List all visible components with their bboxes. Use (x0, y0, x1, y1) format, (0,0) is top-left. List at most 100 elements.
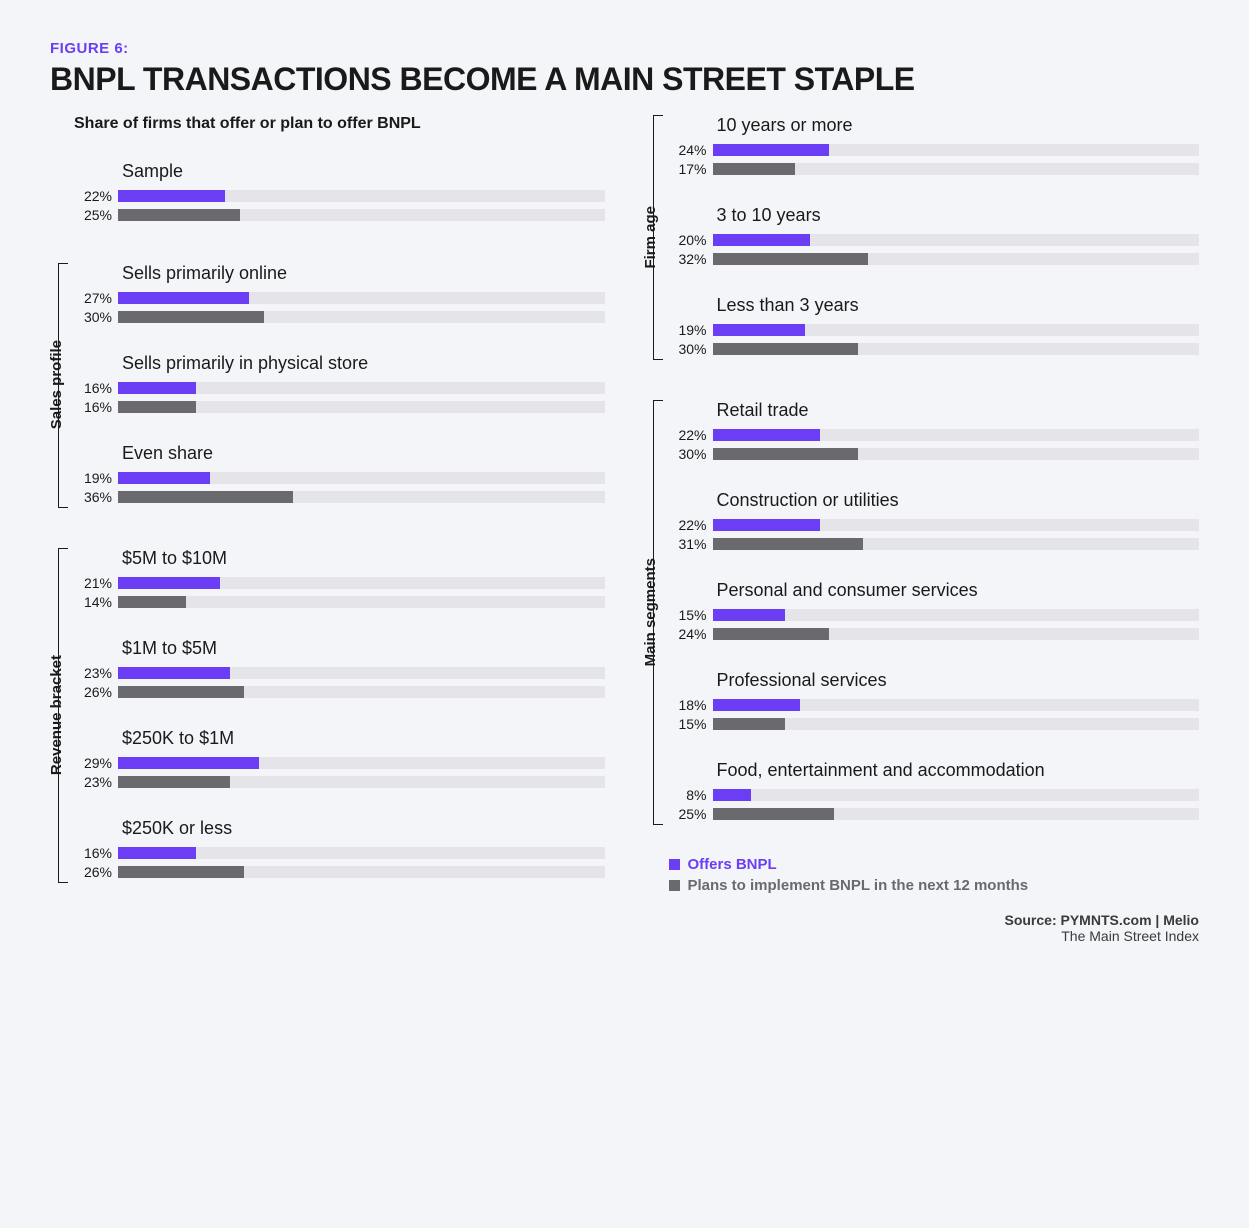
sections-right: Firm age 10 years or more 24% 17% 3 to 10 ye… (645, 115, 1200, 825)
bar-plans: 15% (669, 716, 1200, 732)
pct-plans: 16% (74, 399, 118, 415)
bar-track (118, 491, 605, 503)
pct-plans: 25% (669, 806, 713, 822)
entry: $250K or less 16% 26% (74, 818, 605, 880)
entry: Food, entertainment and accommodation 8% 2… (669, 760, 1200, 822)
section-label: Main segments (642, 558, 659, 666)
entry: Retail trade22%30% (669, 400, 1200, 462)
bar-fill (713, 628, 830, 640)
section-label: Revenue bracket (48, 655, 65, 775)
pct-plans: 17% (669, 161, 713, 177)
bar-plans: 26% (74, 864, 605, 880)
bar-track (713, 699, 1200, 711)
bar-plans: 32% (669, 251, 1200, 267)
bar-plans: 24% (669, 626, 1200, 642)
bar-plans: 30% (669, 341, 1200, 357)
pct-offers: 29% (74, 755, 118, 771)
bar-plans: 23% (74, 774, 605, 790)
bar-track (118, 866, 605, 878)
bar-track (118, 847, 605, 859)
legend-plans: Plans to implement BNPL in the next 12 m… (669, 876, 1200, 896)
bar-track (713, 429, 1200, 441)
entry-label: $250K to $1M (122, 728, 605, 749)
section: Main segments Retail trade22%30% Construct… (645, 400, 1200, 825)
source-line1: Source: PYMNTS.com | Melio (645, 912, 1200, 928)
entry-label: Food, entertainment and accommodation (717, 760, 1200, 781)
bar-fill (713, 789, 752, 801)
bar-plans: 14% (74, 594, 605, 610)
entry: 3 to 10 years20%32% (669, 205, 1200, 267)
bar-track (713, 163, 1200, 175)
entry-label: $250K or less (122, 818, 605, 839)
entry-label: $5M to $10M (122, 548, 605, 569)
pct-plans: 14% (74, 594, 118, 610)
figure-container: FIGURE 6: BNPL TRANSACTIONS BECOME A MAI… (50, 40, 1199, 944)
bar-plans: 25% (669, 806, 1200, 822)
bar-fill (713, 519, 820, 531)
bar-fill (118, 667, 230, 679)
bar-track (713, 718, 1200, 730)
entry-label: Even share (122, 443, 605, 464)
pct-offers: 27% (74, 290, 118, 306)
entry-label: Sample (122, 161, 605, 182)
bar-track (713, 448, 1200, 460)
bar-track (118, 382, 605, 394)
entry-label: 10 years or more (717, 115, 1200, 136)
bar-offers: 24% (669, 142, 1200, 158)
bar-offers: 22% (74, 188, 605, 204)
entry-label: Construction or utilities (717, 490, 1200, 511)
bar-fill (713, 718, 786, 730)
left-column: Share of firms that offer or plan to off… (50, 115, 605, 944)
bar-fill (118, 292, 249, 304)
legend-offers: Offers BNPL (669, 855, 1200, 875)
entry-label: Retail trade (717, 400, 1200, 421)
bar-track (713, 253, 1200, 265)
bar-fill (118, 382, 196, 394)
bar-offers: 16% (74, 845, 605, 861)
bar-track (118, 776, 605, 788)
pct-offers: 21% (74, 575, 118, 591)
bar-fill (118, 491, 293, 503)
bar-fill (118, 577, 220, 589)
pct-plans: 30% (669, 446, 713, 462)
entries: Retail trade22%30% Construction or utilit… (669, 400, 1200, 825)
bar-fill (118, 596, 186, 608)
entry: $5M to $10M21% 14% (74, 548, 605, 610)
entry-label: Less than 3 years (717, 295, 1200, 316)
section-label: Firm age (642, 206, 659, 269)
pct-plans: 26% (74, 864, 118, 880)
bar-offers: 27% (74, 290, 605, 306)
legend: Offers BNPL Plans to implement BNPL in t… (669, 855, 1200, 896)
bar-fill (118, 190, 225, 202)
pct-plans: 23% (74, 774, 118, 790)
bar-track (713, 808, 1200, 820)
figure-title: BNPL TRANSACTIONS BECOME A MAIN STREET S… (50, 63, 1199, 97)
entry: Sells primarily online27%30% (74, 263, 605, 325)
bar-track (713, 144, 1200, 156)
bar-track (713, 234, 1200, 246)
legend-square-icon (669, 880, 680, 891)
pct-plans: 30% (669, 341, 713, 357)
sample-entry: Sample 22% 25% (74, 161, 605, 223)
section-bracket: Main segments (645, 400, 669, 825)
bar-plans: 17% (669, 161, 1200, 177)
bar-offers: 8% (669, 787, 1200, 803)
bar-plans: 36% (74, 489, 605, 505)
right-column: Firm age 10 years or more 24% 17% 3 to 10 ye… (645, 115, 1200, 944)
entry: $1M to $5M23%26% (74, 638, 605, 700)
bar-fill (118, 401, 196, 413)
bar-fill (713, 808, 835, 820)
bar-fill (713, 699, 801, 711)
bar-track (713, 789, 1200, 801)
bar-track (118, 757, 605, 769)
section-bracket: Sales profile (50, 263, 74, 508)
entry-label: $1M to $5M (122, 638, 605, 659)
entry: Sells primarily in physical store16%16% (74, 353, 605, 415)
columns: Share of firms that offer or plan to off… (50, 115, 1199, 944)
section-label: Sales profile (48, 340, 65, 429)
bar-offers: 23% (74, 665, 605, 681)
pct-offers: 19% (669, 322, 713, 338)
bar-fill (118, 686, 244, 698)
section: Revenue bracket $5M to $10M21% 14% $1M to $… (50, 548, 605, 883)
pct-offers: 19% (74, 470, 118, 486)
